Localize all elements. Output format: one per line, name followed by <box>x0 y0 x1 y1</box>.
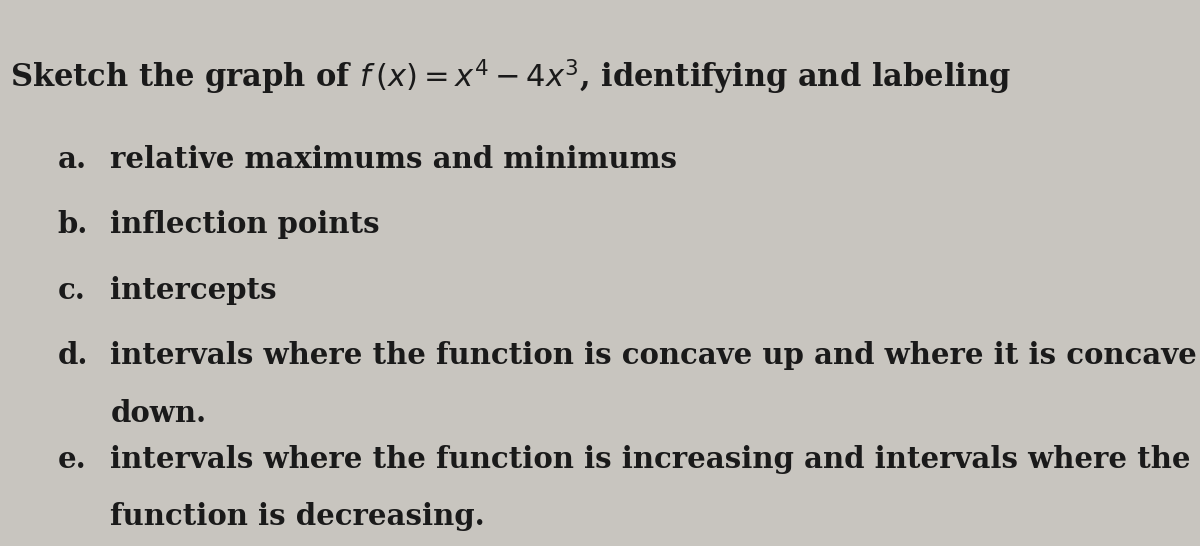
Text: b.: b. <box>58 210 88 239</box>
Text: function is decreasing.: function is decreasing. <box>110 502 485 531</box>
Text: relative maximums and minimums: relative maximums and minimums <box>110 145 677 174</box>
Text: c.: c. <box>58 276 85 305</box>
Text: inflection points: inflection points <box>110 210 380 239</box>
Text: a.: a. <box>58 145 86 174</box>
Text: down.: down. <box>110 399 206 428</box>
Text: e.: e. <box>58 445 86 474</box>
Text: Sketch the graph of $f\,(x) = x^4 - 4x^3$, identifying and labeling: Sketch the graph of $f\,(x) = x^4 - 4x^3… <box>10 57 1010 97</box>
Text: intercepts: intercepts <box>110 276 277 305</box>
Text: d.: d. <box>58 341 88 370</box>
Text: intervals where the function is concave up and where it is concave: intervals where the function is concave … <box>110 341 1198 370</box>
Text: intervals where the function is increasing and intervals where the: intervals where the function is increasi… <box>110 445 1190 474</box>
